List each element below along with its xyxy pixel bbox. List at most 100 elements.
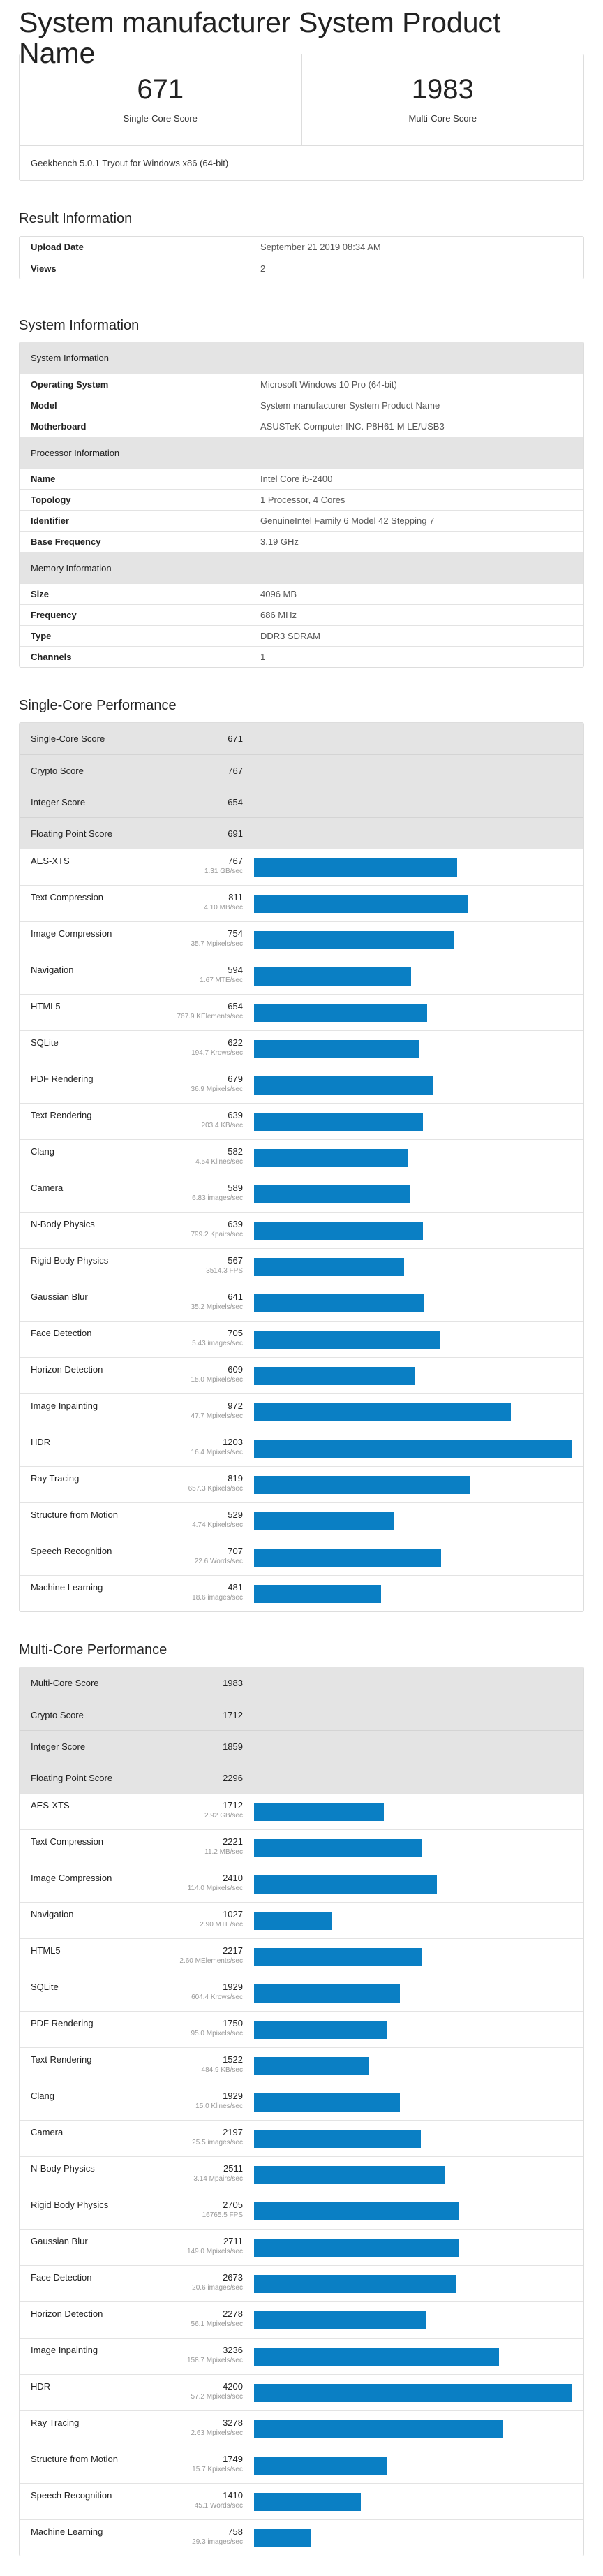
result-info-key: Upload Date: [31, 242, 84, 252]
system-info-row: Base Frequency 3.19 GHz: [20, 531, 583, 552]
test-row: Text Compression 2221 11.2 MB/sec: [20, 1829, 583, 1866]
test-score: 707: [228, 1546, 243, 1556]
system-info-key: Frequency: [31, 610, 77, 620]
test-throughput: 15.0 Mpixels/sec: [191, 1376, 243, 1384]
test-throughput: 194.7 Krows/sec: [191, 1049, 243, 1057]
test-name: Camera: [31, 2127, 64, 2137]
test-name: Text Rendering: [31, 1110, 92, 1120]
test-row: Camera 589 6.83 images/sec: [20, 1176, 583, 1212]
test-row: Text Rendering 1522 484.9 KB/sec: [20, 2047, 583, 2084]
score-bar: [254, 1476, 470, 1494]
system-info-row: Frequency 686 MHz: [20, 604, 583, 625]
score-bar: [254, 1331, 440, 1349]
benchmark-version: Geekbench 5.0.1 Tryout for Windows x86 (…: [31, 158, 229, 168]
score-bar: [254, 931, 454, 949]
score-bar: [254, 2529, 311, 2547]
score-bar: [254, 2348, 499, 2366]
score-bar: [254, 1948, 422, 1966]
summary-row: Single-Core Score 671: [20, 723, 583, 754]
test-score: 641: [228, 1291, 243, 1302]
test-score: 3236: [223, 2345, 243, 2355]
score-bar: [254, 1585, 381, 1603]
system-info-row: Identifier GenuineIntel Family 6 Model 42…: [20, 510, 583, 531]
test-throughput: 15.7 Kpixels/sec: [192, 2466, 243, 2473]
test-score: 1410: [223, 2490, 243, 2501]
test-row: Structure from Motion 1749 15.7 Kpixels/se…: [20, 2447, 583, 2483]
test-score: 2217: [223, 1945, 243, 1956]
test-name: Image Inpainting: [31, 1400, 98, 1411]
score-bar-track: [254, 2093, 572, 2112]
score-bar-track: [254, 1185, 572, 1203]
score-bar: [254, 895, 468, 913]
system-info-row: Type DDR3 SDRAM: [20, 625, 583, 646]
score-bar-track: [254, 1040, 572, 1058]
test-name: Gaussian Blur: [31, 2236, 88, 2246]
test-name: AES-XTS: [31, 856, 70, 866]
score-bar: [254, 2493, 361, 2511]
test-score: 2278: [223, 2308, 243, 2319]
score-bar: [254, 1149, 408, 1167]
test-score: 589: [228, 1183, 243, 1193]
summary-value: 1859: [223, 1741, 243, 1752]
system-info-value: 1: [260, 652, 266, 662]
score-bar-track: [254, 1948, 572, 1966]
test-score: 3278: [223, 2417, 243, 2428]
test-score: 972: [228, 1400, 243, 1411]
score-bar-track: [254, 2493, 572, 2511]
system-info-row: Operating System Microsoft Windows 10 Pro…: [20, 374, 583, 395]
score-bar: [254, 1984, 400, 2003]
score-bar: [254, 1403, 511, 1421]
result-info-key: Views: [31, 263, 57, 274]
summary-name: Floating Point Score: [31, 828, 113, 839]
test-row: Machine Learning 758 29.3 images/sec: [20, 2519, 583, 2556]
score-bar: [254, 1040, 419, 1058]
test-throughput: 2.63 Mpixels/sec: [191, 2429, 243, 2437]
test-score: 819: [228, 1473, 243, 1484]
test-throughput: 36.9 Mpixels/sec: [191, 1085, 243, 1093]
test-throughput: 95.0 Mpixels/sec: [191, 2030, 243, 2037]
test-score: 679: [228, 1074, 243, 1084]
test-throughput: 2.60 MElements/sec: [179, 1957, 243, 1965]
score-bar-track: [254, 1512, 572, 1530]
score-bar-track: [254, 1076, 572, 1095]
summary-name: Floating Point Score: [31, 1773, 113, 1783]
score-bar-track: [254, 2021, 572, 2039]
test-score: 582: [228, 1146, 243, 1157]
test-row: Ray Tracing 819 657.3 Kpixels/sec: [20, 1466, 583, 1502]
test-name: Text Rendering: [31, 2054, 92, 2065]
test-row: Ray Tracing 3278 2.63 Mpixels/sec: [20, 2410, 583, 2447]
test-row: N-Body Physics 2511 3.14 Mpairs/sec: [20, 2156, 583, 2193]
test-name: Rigid Body Physics: [31, 2200, 109, 2210]
summary-row: Multi-Core Score 1983: [20, 1667, 583, 1699]
test-score: 639: [228, 1219, 243, 1229]
test-score: 4200: [223, 2381, 243, 2392]
test-score: 1027: [223, 1909, 243, 1919]
test-row: Structure from Motion 529 4.74 Kpixels/sec: [20, 1502, 583, 1539]
test-name: Gaussian Blur: [31, 1291, 88, 1302]
result-info-row: Upload Date September 21 2019 08:34 AM: [20, 237, 583, 258]
score-bar-track: [254, 1585, 572, 1603]
test-name: Speech Recognition: [31, 2490, 112, 2501]
test-score: 705: [228, 1328, 243, 1338]
test-name: PDF Rendering: [31, 2018, 94, 2028]
test-row: Camera 2197 25.5 images/sec: [20, 2120, 583, 2156]
system-info-key: Operating System: [31, 379, 109, 390]
system-info-row: Size 4096 MB: [20, 583, 583, 604]
multi-core-score-label: Multi-Core Score: [408, 113, 477, 124]
test-throughput: 604.4 Krows/sec: [191, 1993, 243, 2001]
test-name: Clang: [31, 2091, 54, 2101]
score-bar-track: [254, 2529, 572, 2547]
system-info-value: 3.19 GHz: [260, 536, 299, 547]
test-throughput: 1.31 GB/sec: [204, 868, 243, 875]
test-score: 1203: [223, 1437, 243, 1447]
score-bar-track: [254, 2275, 572, 2293]
system-info-section-header: System Information: [20, 342, 583, 374]
summary-name: Integer Score: [31, 1741, 86, 1752]
test-throughput: 2.90 MTE/sec: [200, 1921, 243, 1929]
score-panel: 671 Single-Core Score 1983 Multi-Core Sc…: [19, 54, 584, 181]
score-bar-track: [254, 858, 572, 877]
test-throughput: 29.3 images/sec: [192, 2538, 243, 2546]
single-core-score-cell: 671 Single-Core Score: [20, 54, 302, 145]
score-bar-track: [254, 1984, 572, 2003]
test-name: Image Compression: [31, 928, 112, 939]
